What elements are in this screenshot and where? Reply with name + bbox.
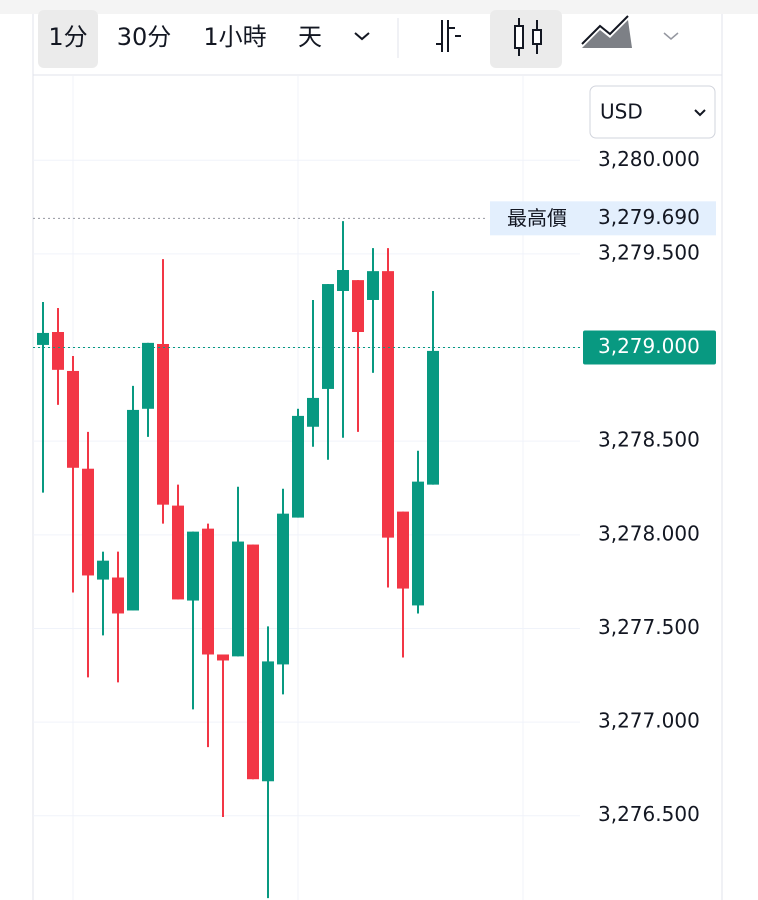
candle-body [97, 560, 109, 580]
currency-label: USD [600, 100, 643, 124]
candle-icon-selected [490, 10, 562, 68]
candle-body [262, 661, 274, 782]
candle-body [352, 280, 364, 333]
candle-body [292, 415, 304, 518]
high-label-name: 最高價 [507, 206, 567, 230]
more-styles[interactable] [663, 32, 679, 40]
last-price-label: 3,279.000 [598, 334, 700, 358]
currency-caret [694, 109, 706, 117]
candle-body [82, 468, 94, 576]
candle-body [337, 270, 349, 291]
candle-body [322, 284, 334, 389]
candle-body [187, 531, 199, 601]
interval-selected [38, 10, 98, 68]
candle-body [247, 544, 259, 780]
candle-body [52, 332, 64, 370]
high-label-value: 3,279.690 [598, 205, 700, 229]
y-tick-label: 3,276.500 [598, 802, 700, 826]
candle-icon[interactable] [514, 18, 542, 56]
candle-body [127, 409, 139, 611]
y-tick-label: 3,277.000 [598, 709, 700, 733]
currency-select[interactable] [589, 85, 716, 139]
y-tick-label: 3,280.000 [598, 147, 700, 171]
interval-button[interactable]: 天 [298, 23, 322, 51]
candle-body [37, 332, 49, 345]
bar-icon[interactable] [436, 20, 461, 52]
candle-body [232, 541, 244, 657]
interval-button[interactable]: 1分 [48, 23, 87, 51]
y-tick-label: 3,278.500 [598, 428, 700, 452]
interval-button[interactable]: 1小時 [203, 23, 266, 51]
candle-body [172, 505, 184, 600]
last-price-box [583, 330, 716, 365]
interval-button[interactable]: 30分 [117, 23, 172, 51]
more-intervals[interactable] [354, 32, 370, 41]
candle-body [112, 577, 124, 614]
candle-body [412, 481, 424, 606]
y-tick-label: 3,278.000 [598, 521, 700, 545]
candle-body [142, 342, 154, 409]
candle-body [427, 350, 439, 485]
candle-body [367, 271, 379, 300]
candle-body [307, 397, 319, 427]
candle-body [397, 511, 409, 589]
candle-body [382, 271, 394, 538]
candle-body [202, 528, 214, 655]
candle-body [157, 343, 169, 505]
high-label-box [490, 201, 716, 236]
y-tick-label: 3,279.500 [598, 240, 700, 264]
area-icon[interactable] [581, 15, 632, 48]
candle-body [217, 654, 229, 661]
top-shadow [0, 0, 758, 14]
candle-body [277, 513, 289, 665]
y-tick-label: 3,277.500 [598, 615, 700, 639]
candle-body [67, 370, 79, 468]
